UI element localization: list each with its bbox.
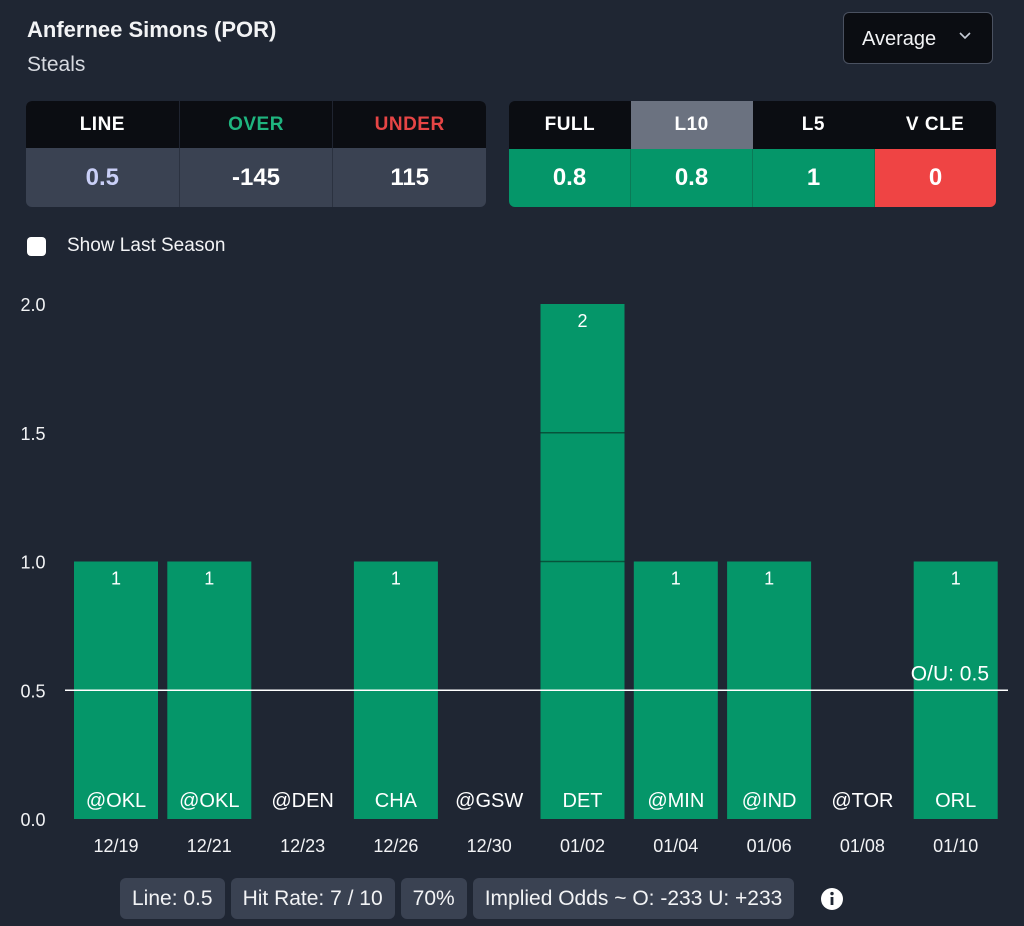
player-name: Anfernee Simons (POR) [27, 17, 277, 42]
dropdown-label: Average [862, 28, 937, 50]
bar-value-label: 1 [671, 569, 681, 589]
bar-value-label: 1 [391, 569, 401, 589]
opponent-label: @MIN [647, 790, 704, 812]
opponent-label: @TOR [831, 790, 893, 812]
x-tick-label: 01/02 [560, 836, 605, 856]
summary-bar: Line: 0.5 Hit Rate: 7 / 10 70% Implied O… [120, 878, 844, 919]
chevron-down-icon [959, 32, 971, 40]
show-last-season-row[interactable]: Show Last Season [27, 235, 225, 257]
hit-rate-pill: Hit Rate: 7 / 10 [230, 878, 395, 919]
odds-value-line: 0.5 [85, 163, 120, 191]
opponent-label: @DEN [271, 790, 334, 812]
x-tick-label: 01/10 [933, 836, 978, 856]
average-dropdown[interactable]: Average [843, 12, 993, 64]
odds-value-under: 115 [332, 148, 486, 207]
opponent-label: @IND [742, 790, 797, 812]
opponent-label: @OKL [86, 790, 146, 812]
x-tick-label: 12/23 [280, 836, 325, 856]
odds-table: LINE OVER UNDER 0.5 -145 115 [26, 101, 486, 207]
split-value-vs-cle: 0 [874, 149, 996, 207]
x-tick-label: 12/19 [93, 836, 138, 856]
splits-table: FULL L10 L5 V CLE 0.8 0.8 1 0 [509, 101, 996, 207]
bar-value-label: 2 [577, 311, 587, 331]
hit-percent-pill: 70% [400, 878, 467, 919]
split-value-full: 0.8 [509, 149, 630, 207]
x-tick-label: 12/21 [187, 836, 232, 856]
tab-l10[interactable]: L10 [630, 101, 753, 149]
implied-odds-pill: Implied Odds ~ O: -233 U: +233 [472, 878, 795, 919]
opponent-label: @OKL [179, 790, 239, 812]
show-last-season-label: Show Last Season [67, 235, 226, 256]
tab-full[interactable]: FULL [544, 114, 596, 135]
over-under-label: O/U: 0.5 [911, 662, 989, 685]
stat-name: Steals [27, 53, 86, 76]
opponent-label: CHA [375, 790, 418, 812]
odds-header-over: OVER [178, 101, 333, 148]
bar-value-label: 1 [951, 569, 961, 589]
bar-value-label: 1 [111, 569, 121, 589]
x-tick-label: 12/30 [467, 836, 512, 856]
x-tick-label: 12/26 [373, 836, 418, 856]
split-value-l5: 1 [752, 149, 874, 207]
opponent-label: @GSW [455, 790, 523, 812]
y-tick-label: 0.5 [20, 681, 45, 701]
opponent-label: ORL [935, 790, 976, 812]
tab-l5[interactable]: L5 [801, 114, 825, 135]
y-tick-label: 2.0 [20, 295, 45, 315]
info-icon[interactable] [820, 887, 844, 911]
split-value-l10: 0.8 [630, 149, 752, 207]
odds-value-over: -145 [178, 148, 333, 207]
bar-value-label: 1 [204, 569, 214, 589]
y-tick-label: 1.0 [20, 553, 45, 573]
line-pill: Line: 0.5 [120, 878, 225, 919]
tab-vs-cle[interactable]: V CLE [905, 114, 965, 135]
x-tick-label: 01/06 [747, 836, 792, 856]
bar-value-label: 1 [764, 569, 774, 589]
steals-bar-chart: 0.0 0.5 1.0 1.5 2.0 1 @OKL 12/19 1 @OKL 12/21 @DEN 1… [20, 295, 1008, 856]
opponent-label: DET [563, 790, 603, 812]
x-tick-label: 01/08 [840, 836, 885, 856]
x-tick-label: 01/04 [653, 836, 698, 856]
show-last-season-checkbox[interactable] [27, 236, 46, 256]
y-tick-label: 1.5 [20, 424, 45, 444]
odds-header-under: UNDER [332, 101, 486, 148]
odds-header-line: LINE [79, 113, 125, 135]
y-tick-label: 0.0 [20, 810, 45, 830]
